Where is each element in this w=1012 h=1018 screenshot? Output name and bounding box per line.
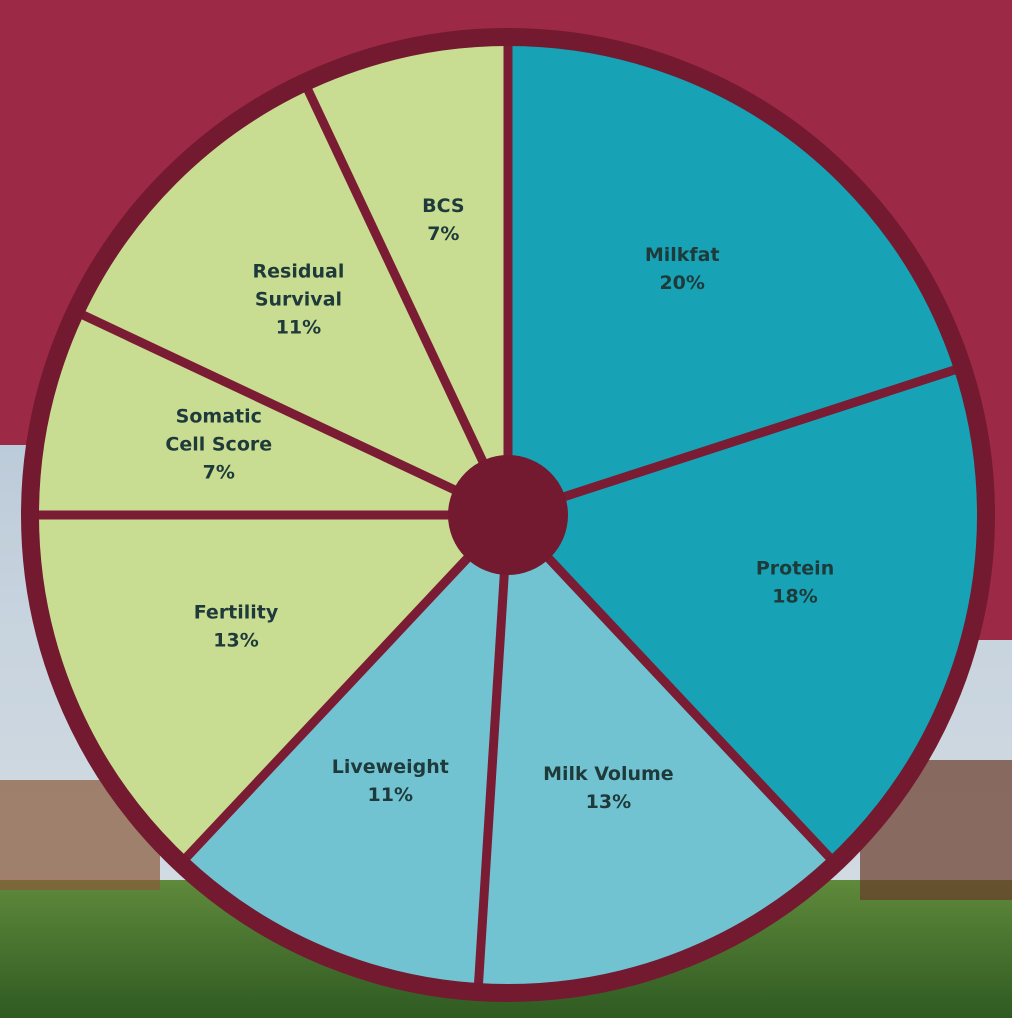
value-label: 7% [427, 223, 459, 245]
pie: Milkfat 20% Protein 18% Milk Volume 13% Livewe… [30, 37, 986, 993]
value-label: 13% [586, 791, 631, 813]
value-label: 13% [213, 630, 258, 652]
page: Milkfat 20% Protein 18% Milk Volume 13% Livewe… [0, 0, 1012, 1018]
value-label: 20% [659, 272, 704, 294]
slice-label: Milkfat [645, 244, 720, 266]
value-label: 18% [772, 586, 817, 608]
slice-label: Milk Volume [543, 763, 674, 785]
slice-label: Fertility [194, 602, 279, 624]
pie-hub [448, 455, 568, 575]
value-label: 11% [368, 784, 413, 806]
slice-label: Protein [756, 558, 834, 580]
value-label: 11% [276, 316, 321, 338]
chart: Milkfat 20% Protein 18% Milk Volume 13% Livewe… [0, 0, 1012, 1018]
slice-label: Liveweight [332, 756, 449, 778]
value-label: 7% [203, 461, 235, 483]
slice-label: BCS [422, 195, 464, 217]
